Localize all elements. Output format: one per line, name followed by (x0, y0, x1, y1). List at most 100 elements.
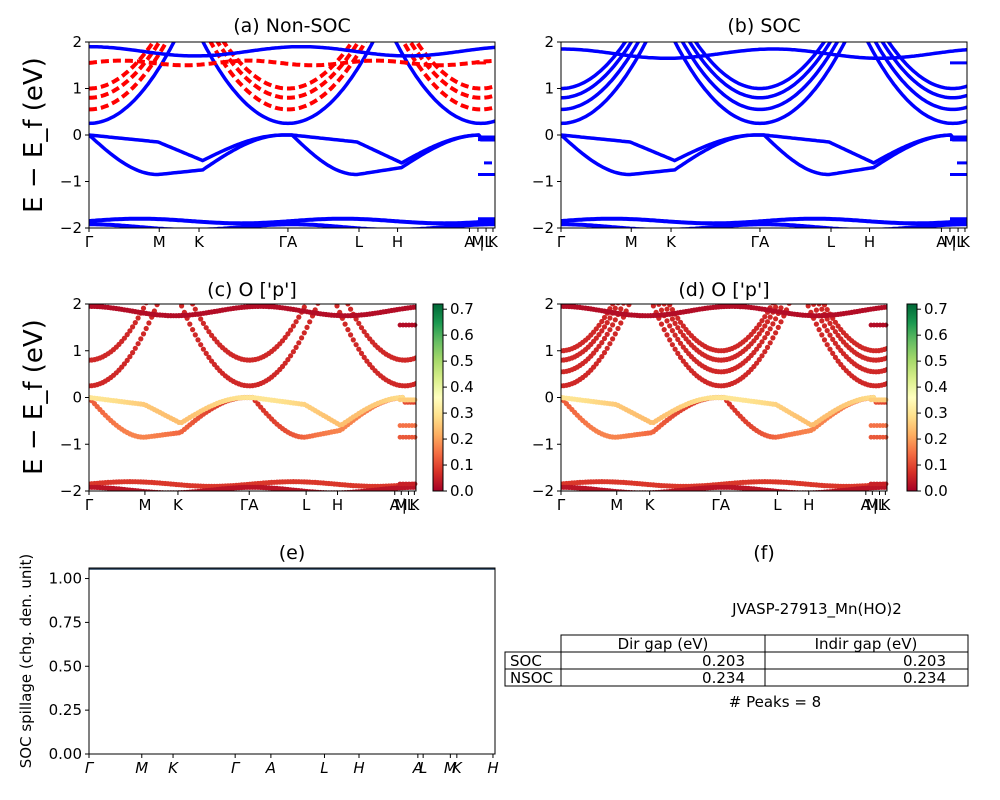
deep-band-0 (89, 216, 495, 226)
proj-conduction-point (754, 360, 760, 366)
proj-conduction-point (288, 327, 294, 333)
title-e: (e) (279, 542, 306, 564)
proj-conduction-point (884, 355, 887, 361)
proj-conduction-point (593, 347, 599, 353)
proj-conduction-point (203, 325, 209, 331)
proj-conduction-point (675, 325, 681, 331)
proj-conduction-point (190, 304, 196, 307)
proj-conduction-point (756, 343, 762, 349)
proj-conduction-point (759, 339, 765, 345)
proj-conduction-point (762, 314, 768, 320)
edge-point (883, 434, 889, 440)
proj-conduction-point (680, 323, 686, 329)
proj-conduction-point (664, 306, 670, 312)
proj-conduction-point (626, 304, 632, 308)
panel-b-right-markers (950, 61, 967, 223)
x-tick-label: K (666, 233, 677, 251)
y-tick-label: 0 (544, 126, 554, 144)
proj-conduction-point (832, 340, 839, 346)
proj-conduction-point (296, 340, 302, 346)
deep-band-1 (561, 222, 967, 228)
ylabel-c: E − E_f (eV) (19, 319, 49, 475)
proj-conduction-point (130, 350, 136, 356)
x-tick-label: ΓA (240, 496, 259, 514)
title-d: (d) O ['p'] (678, 279, 769, 301)
conduction-band-2 (561, 42, 967, 100)
proj-conduction-point (356, 346, 362, 352)
x-tick-label: |L (873, 496, 887, 514)
x-tick-label: L (355, 233, 364, 251)
x-tick-label: K (960, 233, 971, 251)
edge-point (412, 423, 418, 428)
proj-conduction-point (345, 304, 351, 307)
x-tick-label: K (409, 496, 420, 514)
proj-conduction-point (203, 350, 209, 356)
y-tick-label: 1 (544, 342, 554, 360)
proj-conduction-point (607, 315, 613, 321)
proj-conduction-point (187, 321, 193, 327)
x-tick-label: H (332, 496, 343, 514)
proj-conduction-point (675, 336, 681, 342)
proj-conduction-point (650, 304, 656, 309)
y-tick-label: 0 (72, 126, 82, 144)
proj-conduction-point (192, 332, 198, 338)
edge-point (883, 481, 889, 487)
proj-conduction-point (348, 306, 354, 312)
proj-conduction-point (672, 320, 678, 326)
proj-conduction-point (140, 331, 147, 337)
proj-conduction-point (819, 306, 825, 312)
proj-conduction-point (154, 304, 160, 308)
proj-conduction-point (669, 342, 676, 348)
proj-conduction-point (604, 320, 610, 326)
x-tick-label: H (864, 233, 875, 251)
x-tick-label: Γ (85, 233, 94, 251)
x-tick-label: L (827, 233, 836, 251)
colorbar-tick-label: 0.5 (450, 352, 474, 370)
y-tick-label: 2 (72, 295, 82, 313)
proj-conduction-point (596, 322, 602, 328)
proj-conduction-point (342, 321, 348, 327)
ylabel-a: E − E_f (eV) (19, 57, 49, 213)
x-tick-label: |L (402, 496, 416, 514)
proj-conduction-point (770, 335, 776, 341)
y-tick-label: 2 (544, 33, 554, 51)
proj-conduction-point (285, 331, 291, 337)
proj-conduction-point (304, 324, 310, 330)
proj-conduction-point (612, 305, 618, 311)
y-tick-label: 1 (72, 80, 82, 98)
upper-band-red (89, 58, 495, 68)
proj-conduction-point (816, 304, 822, 307)
proj-conduction-point (819, 332, 825, 338)
proj-conduction-point (296, 314, 302, 320)
proj-conduction-point (827, 320, 833, 326)
x-tick-label: A (412, 759, 423, 777)
proj-conduction-point (762, 323, 768, 329)
plot-panel-a (89, 42, 495, 228)
x-tick-label: Γ (557, 496, 566, 514)
proj-conduction-point (667, 323, 673, 329)
y-tick-label: 0 (72, 389, 82, 407)
colorbar-tick-label: 0.4 (924, 378, 948, 396)
proj-conduction-point (816, 327, 822, 333)
colorbar-tick-label: 0.7 (450, 300, 474, 318)
x-tick-label: K (645, 496, 656, 514)
proj-conduction-point (884, 366, 887, 373)
proj-conduction-point (661, 304, 667, 307)
proj-conduction-point (677, 354, 684, 360)
proj-conduction-point (127, 354, 133, 360)
proj-conduction-point (669, 328, 676, 334)
proj-conduction-point (824, 307, 830, 313)
proj-conduction-point (669, 307, 676, 313)
x-tick-label: ΓA (751, 233, 770, 251)
colorbar-tick-label: 0.2 (924, 430, 948, 448)
panel-c-right-markers (397, 322, 418, 487)
x-tick-label: M (138, 496, 151, 514)
proj-conduction-point (353, 342, 359, 348)
x-tick-label: K (173, 496, 184, 514)
table-header-indir: Indir gap (eV) (815, 635, 918, 653)
proj-upper-point (413, 304, 416, 310)
proj-upper-point (884, 304, 887, 310)
proj-conduction-point (195, 337, 201, 343)
valence-band-top (89, 133, 495, 165)
proj-conduction-point (677, 340, 684, 346)
